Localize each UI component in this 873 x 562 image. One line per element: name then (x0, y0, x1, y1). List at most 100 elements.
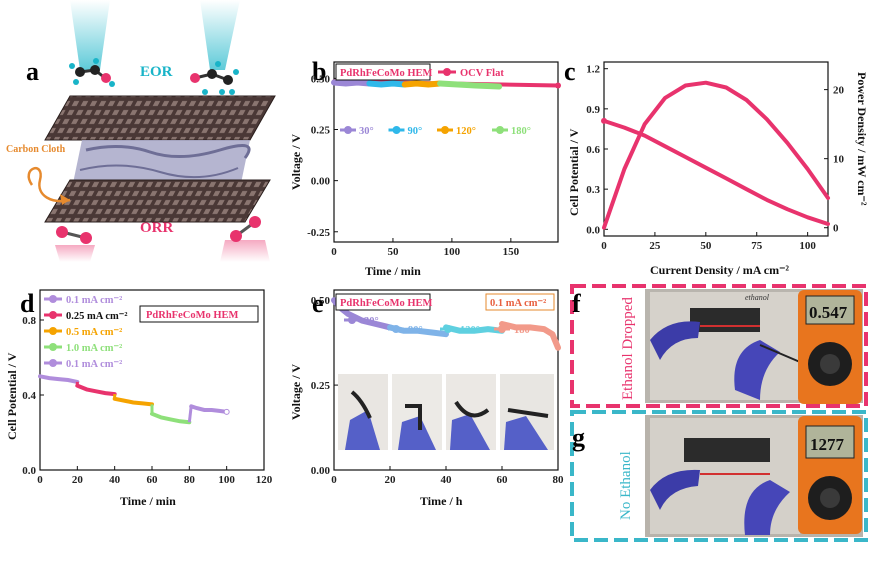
d-legend-label: 1.0 mA cm⁻² (66, 343, 122, 354)
ethanol-molecule-right-icon (190, 61, 239, 95)
d-ylabel: Cell Potential / V (5, 352, 19, 440)
g-glove-left (650, 469, 700, 510)
d-ytick-label: 0.8 (22, 315, 36, 327)
e-title-text: PdRhFeCoMo HEM (340, 298, 433, 309)
b-ylabel: Voltage / V (289, 134, 303, 190)
panel-d-chart: d 0 20 40 60 80 100 120 0.0 0.4 0.8 0.1 mA cm⁻² 0.… (5, 289, 273, 508)
d-title-box (139, 305, 259, 323)
orr-label: ORR (140, 220, 174, 236)
e-photo-30 (338, 374, 388, 450)
e-photo-120 (446, 374, 496, 450)
d-xtick-label: 60 (147, 474, 159, 486)
b-series-line (401, 80, 444, 88)
c-series-power-density (602, 80, 830, 230)
c-xtick-label: 100 (799, 240, 816, 252)
b-ytick-label: 0.50 (311, 73, 331, 85)
panel-f-photo: ethanol 0.547 Ethanol Dropped f (570, 284, 868, 408)
e-ytick-label: 0.00 (311, 465, 331, 477)
d-legend-marker (49, 343, 57, 351)
d-title-text: PdRhFeCoMo HEM (146, 310, 239, 321)
c-ytick-label: 0.9 (586, 104, 600, 116)
c-y2tick-label: 0 (833, 223, 839, 235)
c-xtick-label: 0 (601, 240, 607, 252)
d-legend-marker (49, 295, 57, 303)
e-photo-insets (338, 374, 554, 450)
d-end-marker (223, 408, 230, 415)
oxygen-molecule-right-icon (230, 216, 261, 242)
b-legend-ocv: OCV Flat (438, 68, 504, 79)
d-ytick-label: 0.4 (22, 390, 36, 402)
panel-letter-d: d (20, 289, 35, 318)
b-xlabel: Time / min (365, 264, 421, 278)
d-xlabel: Time / min (120, 494, 176, 508)
d-legend-label: 0.1 mA cm⁻² (66, 295, 122, 306)
d-xtick-label: 0 (37, 474, 43, 486)
e-legend-label: 120° (460, 325, 480, 336)
eor-light-beam-left (70, 0, 110, 70)
panel-letter-e: e (312, 289, 324, 318)
c-y2tick-label: 10 (833, 154, 845, 166)
bottom-carbon-cloth (44, 179, 271, 223)
e-legend-marker (498, 325, 506, 333)
panel-c-chart: c 0 25 50 75 100 0.0 0.3 0.6 0.9 1.2 0 10 20 Current… (564, 57, 869, 277)
d-xtick-label: 100 (218, 474, 235, 486)
d-series-line (150, 411, 192, 425)
d-legend-label: 0.1 mA cm⁻² (66, 359, 122, 370)
c-ocv-marker (601, 117, 607, 124)
g-label: No Ethanol (618, 451, 634, 520)
c-xtick-label: 75 (751, 240, 763, 252)
e-legend-label: 30° (364, 316, 379, 327)
f-handwritten-note: ethanol (745, 293, 770, 302)
svg-text:OCV Flat: OCV Flat (460, 68, 504, 79)
g-multimeter: 1277 (798, 416, 862, 534)
b-title-box (335, 63, 431, 81)
b-ytick-label: 0.25 (311, 125, 331, 137)
b-ytick-label: 0.00 (311, 176, 331, 188)
d-series-line (38, 374, 80, 384)
eor-light-beam-right (200, 0, 240, 70)
b-series-line (366, 80, 408, 88)
b-xtick-label: 150 (503, 246, 520, 258)
b-legend-marker (392, 126, 401, 134)
d-legend-marker (49, 359, 57, 367)
e-current-text: 0.1 mA cm⁻² (490, 298, 546, 309)
g-meter-reading: 1277 (810, 435, 845, 454)
e-ylabel: Voltage / V (289, 364, 303, 420)
carbon-cloth-label: Carbon Cloth (6, 144, 66, 155)
ethanol-molecule-left-icon (69, 58, 115, 87)
c-ytick-label: 0.3 (586, 184, 600, 196)
b-ytick-label: -0.25 (307, 227, 330, 239)
d-legend-marker (49, 327, 57, 335)
d-ytick-label: 0.0 (22, 465, 36, 477)
b-legend-label: 30° (359, 126, 374, 137)
c-xtick-label: 50 (700, 240, 712, 252)
b-xtick-label: 50 (387, 246, 399, 258)
d-xtick-label: 40 (109, 474, 121, 486)
d-series-line (189, 404, 229, 414)
e-xtick-label: 0 (331, 474, 337, 486)
e-ytick-label: 0.25 (311, 380, 331, 392)
b-legend-marker (441, 126, 449, 134)
e-legend-marker (348, 316, 356, 324)
e-legend-label: 180° (514, 325, 534, 336)
d-legend-label: 0.5 mA cm⁻² (66, 327, 122, 338)
f-label: Ethanol Dropped (620, 297, 636, 400)
b-plot-frame (333, 61, 559, 243)
c-ylabel: Cell Potential / V (567, 128, 581, 216)
b-legend-label: 120° (456, 126, 476, 137)
top-carbon-cloth (44, 95, 276, 141)
e-legend-marker (444, 325, 452, 333)
b-ocv-end-marker (555, 82, 561, 89)
b-legend-label: 180° (511, 126, 531, 137)
f-meter-reading: 0.547 (809, 303, 848, 322)
oxygen-molecule-left-icon (56, 226, 92, 244)
d-legend-marker (49, 311, 57, 319)
panel-a-illustration: a EOR (6, 0, 276, 262)
d-series-line (75, 383, 117, 397)
e-current-box (485, 293, 555, 311)
d-xtick-label: 20 (72, 474, 84, 486)
c-xtick-label: 25 (649, 240, 661, 252)
b-legend-marker (496, 126, 504, 134)
